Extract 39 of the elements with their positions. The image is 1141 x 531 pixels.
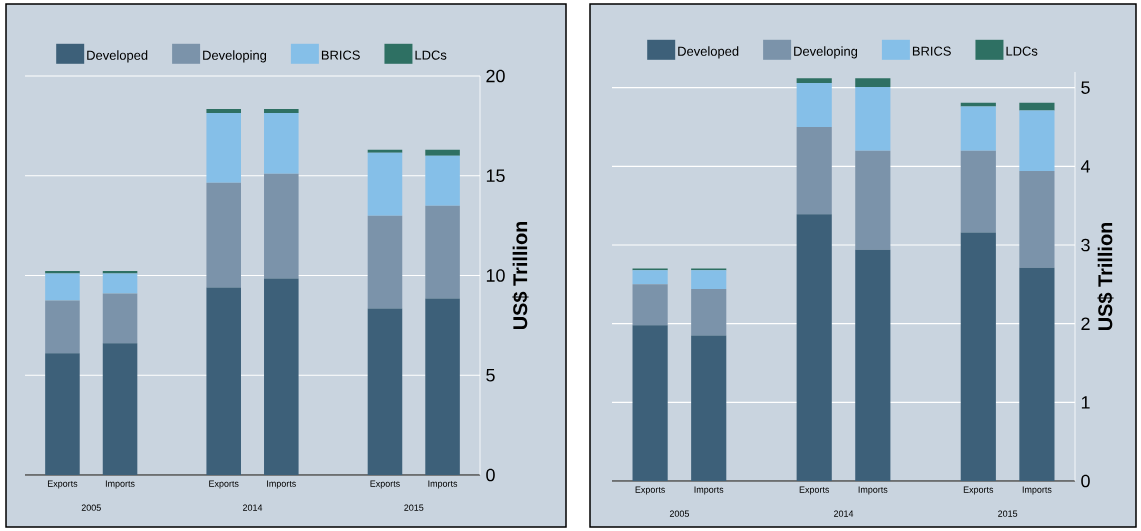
y-tick-label: 3: [1081, 238, 1090, 252]
y-tick-label: 20: [486, 69, 505, 83]
y-tick-label: 5: [486, 368, 495, 382]
x-tick-label: Exports: [370, 480, 400, 489]
legend-label: LDCs: [1006, 46, 1038, 56]
x-tick-label: Imports: [105, 480, 135, 489]
x-tick-label: Exports: [47, 480, 78, 489]
legend-label: Developing: [203, 50, 267, 63]
legend-label: Developed: [678, 46, 739, 59]
x-tick-label: Exports: [799, 486, 830, 495]
text: 2015: [998, 510, 1018, 517]
x-tick-label: Exports: [209, 480, 239, 489]
legend-label: BRICS: [912, 46, 951, 56]
text: 2014: [833, 510, 854, 517]
x-tick-label: Imports: [858, 486, 888, 495]
legend-label: BRICS: [321, 50, 360, 60]
text: 2005: [81, 504, 101, 511]
y-tick-label: 4: [1080, 160, 1090, 173]
y-tick-label: 0: [1081, 474, 1090, 488]
y-axis-title: US$ Trillion: [512, 221, 529, 330]
y-tick-label: 15: [486, 169, 505, 182]
y-axis-title: US$ Trillion: [1097, 222, 1114, 331]
text: 2014: [242, 504, 263, 511]
x-tick-label: Exports: [635, 486, 665, 495]
x-tick-label: Imports: [694, 486, 724, 495]
y-tick-label: 2: [1081, 317, 1090, 330]
x-tick-label: Imports: [267, 480, 296, 489]
legend-label: Developing: [794, 46, 858, 59]
x-tick-label: Exports: [963, 486, 994, 495]
y-tick-label: 1: [1081, 396, 1090, 409]
x-tick-label: Imports: [1022, 486, 1052, 495]
y-tick-label: 0: [486, 468, 495, 482]
legend-label: LDCs: [415, 50, 447, 60]
text: 2015: [404, 504, 424, 511]
y-tick-label: 5: [1081, 81, 1090, 94]
text: 2005: [669, 510, 689, 517]
y-tick-label: 10: [486, 269, 505, 282]
x-tick-label: Imports: [428, 480, 458, 489]
legend-label: Developed: [87, 50, 148, 63]
